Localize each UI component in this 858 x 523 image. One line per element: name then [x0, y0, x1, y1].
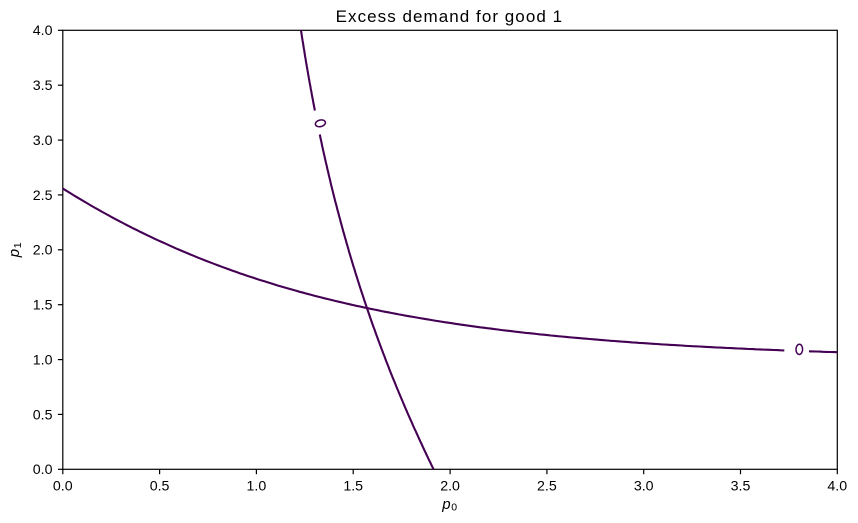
svg-text:0: 0	[451, 502, 457, 514]
svg-text:3.5: 3.5	[731, 479, 751, 495]
svg-text:3.5: 3.5	[33, 78, 53, 94]
svg-text:1: 1	[12, 242, 24, 248]
svg-text:3.0: 3.0	[634, 479, 654, 495]
svg-text:1.5: 1.5	[343, 479, 363, 495]
svg-text:p: p	[441, 496, 450, 513]
svg-text:4.0: 4.0	[827, 479, 847, 495]
svg-text:2.5: 2.5	[537, 479, 557, 495]
svg-text:Excess demand for good 1: Excess demand for good 1	[336, 7, 563, 26]
svg-text:0.0: 0.0	[33, 462, 53, 478]
svg-text:3.0: 3.0	[33, 133, 53, 149]
svg-text:4.0: 4.0	[33, 23, 53, 39]
svg-text:1.5: 1.5	[33, 298, 53, 314]
svg-text:1.0: 1.0	[247, 479, 267, 495]
svg-text:0.5: 0.5	[33, 407, 53, 423]
svg-text:0.0: 0.0	[53, 479, 73, 495]
svg-text:2.5: 2.5	[33, 188, 53, 204]
svg-text:2.0: 2.0	[440, 479, 460, 495]
svg-text:2.0: 2.0	[33, 243, 53, 259]
svg-text:0.5: 0.5	[150, 479, 170, 495]
svg-text:1.0: 1.0	[33, 352, 53, 368]
svg-text:p: p	[6, 249, 23, 258]
